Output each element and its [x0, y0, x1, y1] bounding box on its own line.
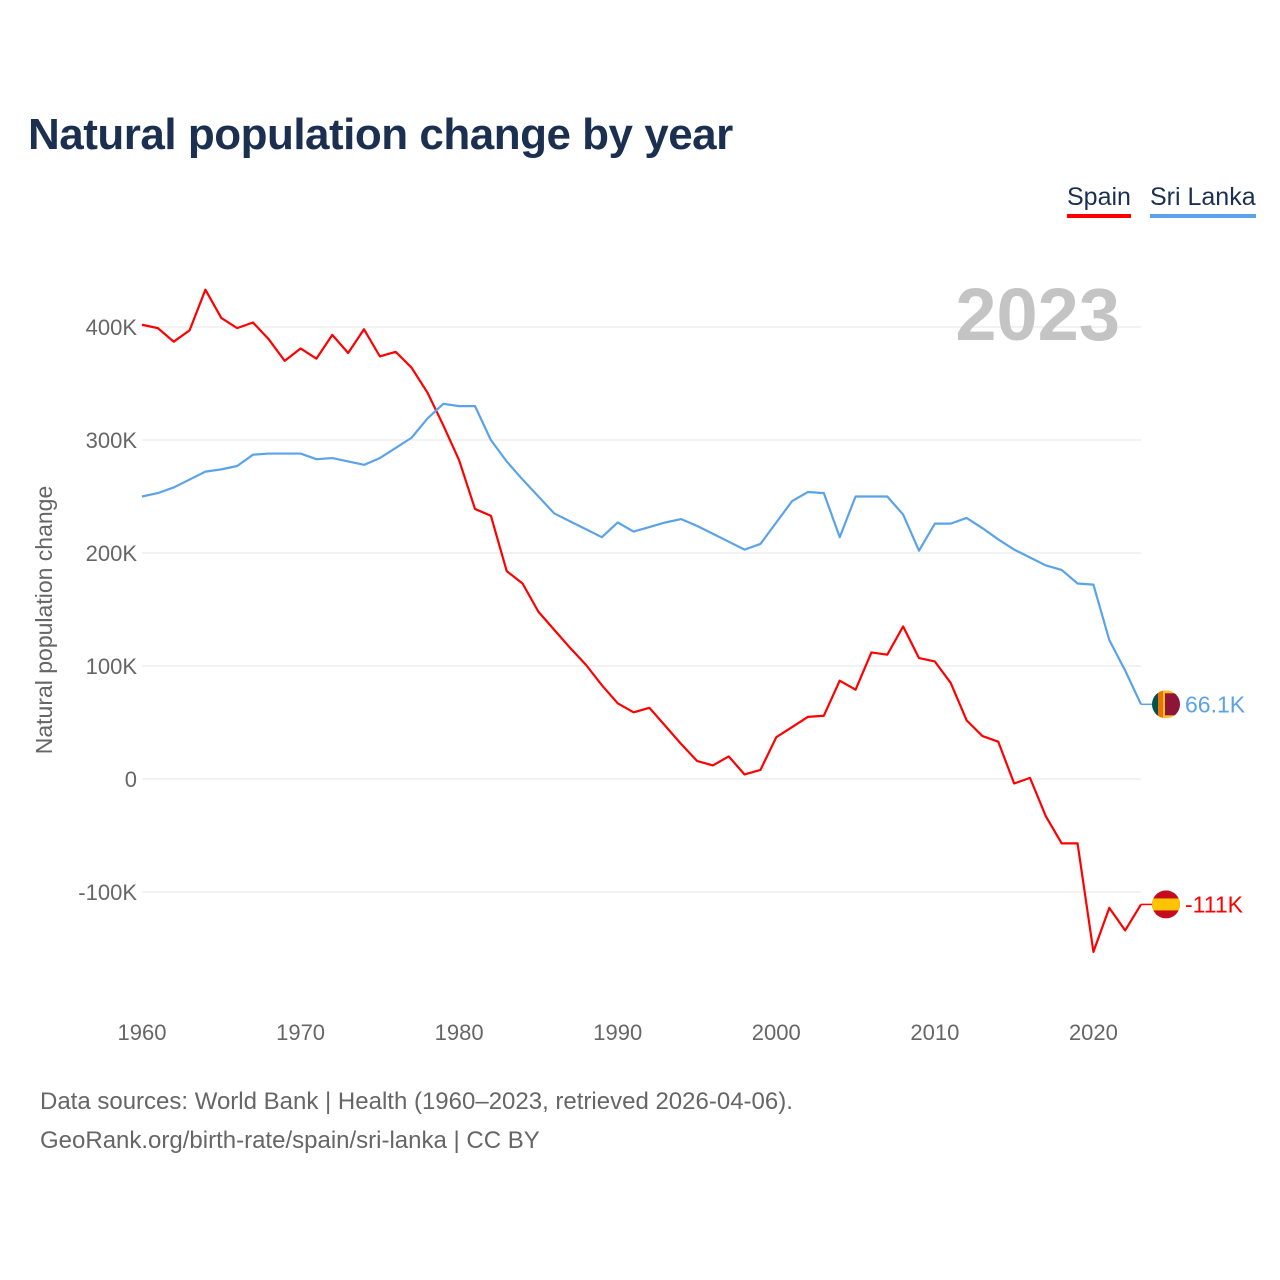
- line-chart: -100K 0 100K 200K 300K 400K 1960 1970 1980 1990 20…: [31, 273, 1246, 1045]
- x-tick-label: 1970: [276, 1020, 325, 1045]
- y-tick-label: 200K: [86, 541, 138, 566]
- source-line-1: Data sources: World Bank | Health (1960–…: [40, 1088, 793, 1115]
- x-tick-label: 2010: [910, 1020, 959, 1045]
- source-line-2[interactable]: GeoRank.org/birth-rate/spain/sri-lanka |…: [40, 1127, 540, 1154]
- chart-title: Natural population change by year: [28, 110, 733, 159]
- legend-spain[interactable]: Spain: [1067, 183, 1131, 218]
- x-tick-label: 2020: [1069, 1020, 1118, 1045]
- spain-flag-icon: [1152, 890, 1180, 919]
- x-tick-label: 1960: [118, 1020, 167, 1045]
- y-tick-label: 400K: [86, 315, 138, 340]
- x-tick-label: 1980: [435, 1020, 484, 1045]
- year-watermark: 2023: [955, 273, 1120, 356]
- end-value-label: -111K: [1185, 891, 1244, 917]
- end-value-label: 66.1K: [1185, 691, 1246, 717]
- y-tick-label: 300K: [86, 428, 138, 453]
- x-tick-label: 2000: [752, 1020, 801, 1045]
- sri-lanka-flag-icon: [1152, 690, 1180, 719]
- y-axis-label: Natural population change: [31, 486, 57, 755]
- y-tick-label: 0: [125, 767, 137, 792]
- series-line-sri-lanka: [141, 402, 1142, 705]
- y-tick-label: -100K: [78, 880, 137, 905]
- x-tick-label: 1990: [593, 1020, 642, 1045]
- y-tick-label: 100K: [86, 654, 138, 679]
- legend-sri-lanka[interactable]: Sri Lanka: [1150, 183, 1256, 218]
- series-line-spain: [141, 288, 1142, 953]
